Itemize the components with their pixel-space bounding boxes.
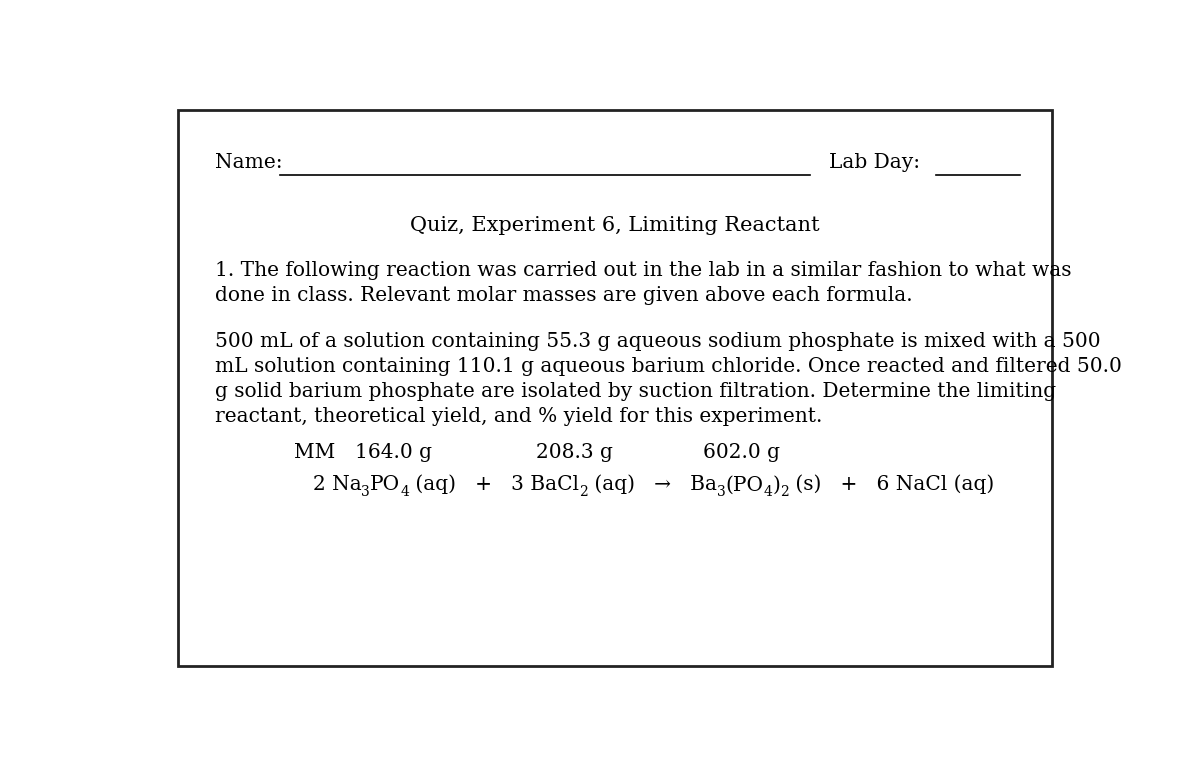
Text: MM: MM [294, 443, 336, 462]
FancyBboxPatch shape [178, 110, 1052, 666]
Text: Name:: Name: [215, 153, 283, 172]
Text: 208.3 g: 208.3 g [536, 443, 613, 462]
Text: 164.0 g: 164.0 g [355, 443, 432, 462]
Text: Quiz, Experiment 6, Limiting Reactant: Quiz, Experiment 6, Limiting Reactant [410, 217, 820, 235]
Text: Lab Day:: Lab Day: [829, 153, 920, 172]
Text: (aq)   +   3 BaCl: (aq) + 3 BaCl [409, 475, 580, 495]
Text: 4: 4 [763, 485, 773, 499]
Text: 500 mL of a solution containing 55.3 g aqueous sodium phosphate is mixed with a : 500 mL of a solution containing 55.3 g a… [215, 332, 1122, 425]
Text: (s)   +   6 NaCl (aq): (s) + 6 NaCl (aq) [790, 475, 995, 495]
Text: ): ) [773, 475, 780, 495]
Text: 1. The following reaction was carried out in the lab in a similar fashion to wha: 1. The following reaction was carried ou… [215, 260, 1072, 305]
Text: 3: 3 [718, 485, 726, 499]
Text: 2 Na: 2 Na [313, 475, 361, 495]
Text: 4: 4 [401, 485, 409, 499]
Text: 3: 3 [361, 485, 371, 499]
Text: (aq)   →   Ba: (aq) → Ba [588, 475, 718, 495]
Text: (PO: (PO [726, 475, 763, 495]
Text: PO: PO [371, 475, 401, 495]
Text: 2: 2 [780, 485, 790, 499]
Text: 2: 2 [580, 485, 588, 499]
Text: 602.0 g: 602.0 g [703, 443, 780, 462]
